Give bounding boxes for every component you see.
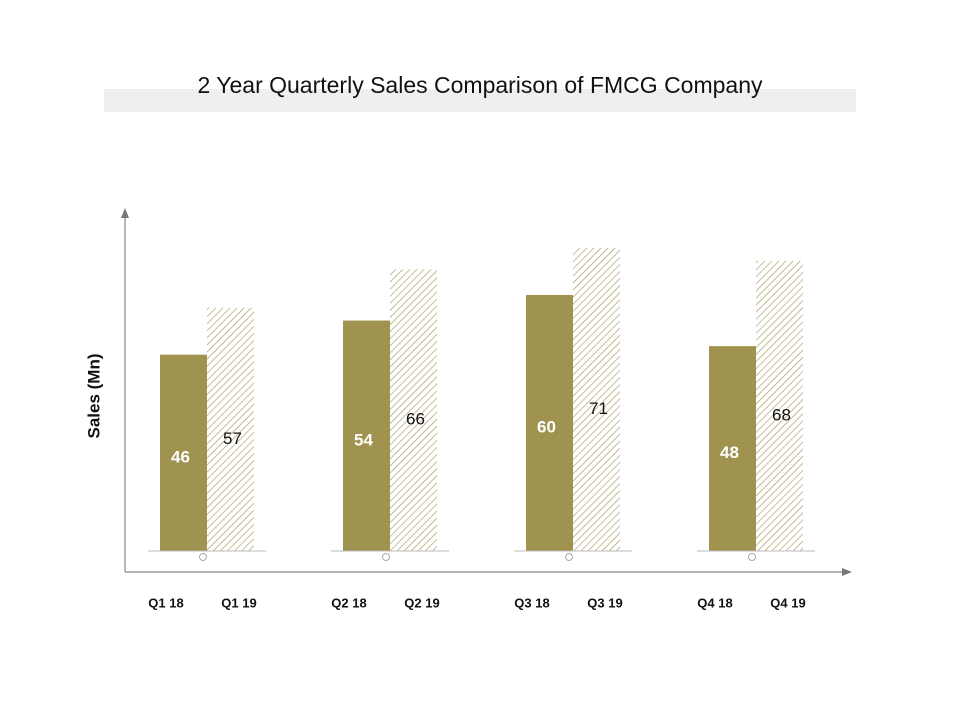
bar [573,248,620,551]
y-axis-label: Sales (Mn) [84,353,103,438]
value-label: 66 [406,410,425,429]
bar [526,294,573,551]
group-dot [565,553,573,561]
bar [390,269,437,551]
x-tick-label: Q1 19 [221,595,256,610]
bar [756,260,803,551]
x-axis-arrow [842,568,852,576]
bar [343,320,390,551]
x-tick-label: Q2 18 [331,595,366,610]
y-axis-arrow [121,208,129,218]
value-label: 71 [589,399,608,418]
value-label: 68 [772,405,791,424]
value-label: 57 [223,429,242,448]
x-tick-label: Q1 18 [148,595,183,610]
x-tick-label: Q3 19 [587,595,622,610]
chart-title: 2 Year Quarterly Sales Comparison of FMC… [197,72,763,98]
value-label: 46 [171,447,190,466]
x-tick-label: Q4 18 [697,595,732,610]
value-label: 60 [537,417,556,436]
bar [207,307,254,551]
bar [709,346,756,551]
group-dot [382,553,390,561]
title-band [104,89,856,112]
group-dot [199,553,207,561]
value-label: 48 [720,443,739,462]
x-tick-label: Q4 19 [770,595,805,610]
bar [160,354,207,551]
value-label: 54 [354,430,373,449]
plot-area: 46 Q1 18 54 Q2 18 60 Q3 18 48 Q4 18 57 Q1 19 66 Q2 … [148,248,815,610]
x-tick-label: Q3 18 [514,595,549,610]
x-tick-label: Q2 19 [404,595,439,610]
group-dot [748,553,756,561]
